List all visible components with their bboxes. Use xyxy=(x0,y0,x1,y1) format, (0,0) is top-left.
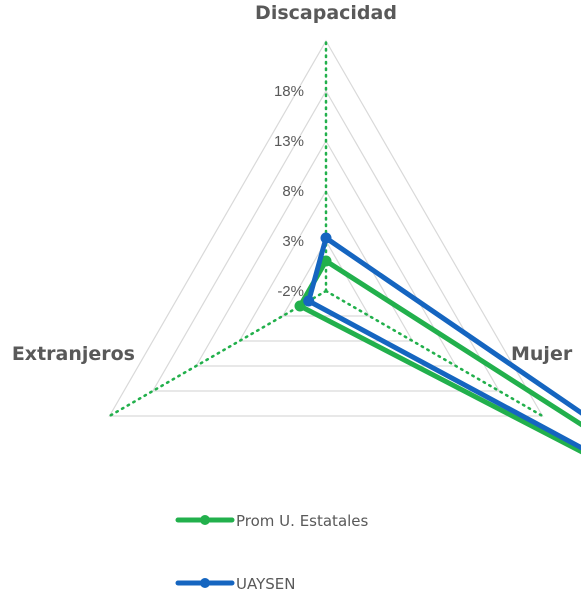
legend-item-prom-u-estatales: Prom U. Estatales xyxy=(175,512,369,530)
series-line-uaysen xyxy=(306,235,581,451)
data-point-uaysen-extranjeros xyxy=(303,295,315,307)
radar-axes xyxy=(108,39,544,418)
axis-label-discapacidad: Discapacidad xyxy=(255,2,397,24)
legend-marker-prom-u-estatales xyxy=(200,515,210,525)
legend-label-uaysen: UAYSEN xyxy=(236,575,295,593)
data-point-prom-u-estatales-extranjeros xyxy=(294,300,306,312)
grid-ring xyxy=(281,239,371,317)
legend-item-uaysen: UAYSEN xyxy=(175,575,295,593)
legend: Prom U. Estatales UAYSEN xyxy=(175,512,369,593)
data-point-uaysen-discapacidad xyxy=(320,232,332,244)
axis-label-extranjeros: Extranjeros xyxy=(12,343,135,365)
tick-label: 3% xyxy=(282,233,304,250)
data-point-prom-u-estatales-discapacidad xyxy=(320,255,332,267)
radar-series xyxy=(294,232,581,455)
tick-label: 8% xyxy=(282,183,304,200)
tick-label: 13% xyxy=(274,133,304,150)
grid-ring xyxy=(108,39,544,417)
tick-label: -2% xyxy=(277,283,304,300)
legend-marker-uaysen xyxy=(200,578,210,588)
axis-spoke-extranjeros xyxy=(108,289,328,418)
axis-spoke-mujer xyxy=(324,289,544,418)
axis-label-mujer: Mujer xyxy=(511,343,573,365)
tick-label: 18% xyxy=(274,83,304,100)
radial-tick-labels: 18% 13% 8% 3% -2% xyxy=(274,83,304,300)
legend-label-prom-u-estatales: Prom U. Estatales xyxy=(236,512,369,530)
grid-ring xyxy=(195,139,457,367)
grid-ring xyxy=(151,89,501,392)
